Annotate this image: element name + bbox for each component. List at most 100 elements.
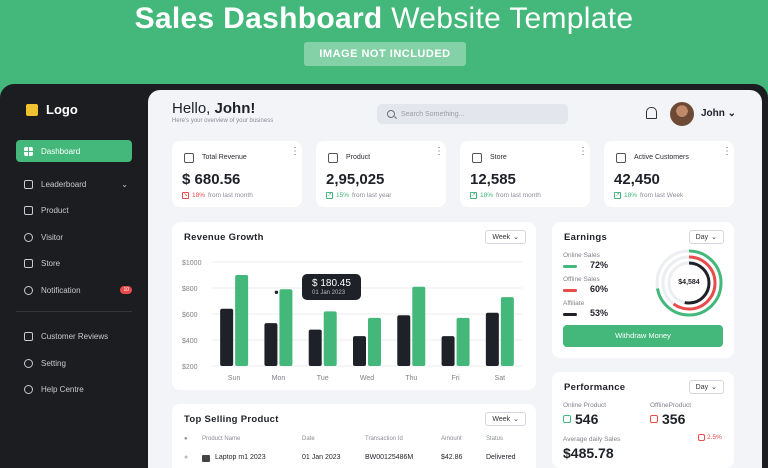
- x-tick-label: Mon: [272, 375, 286, 382]
- main-content: Hello, John! Here's your overview of you…: [148, 90, 762, 468]
- sidebar-item-label: Help Centre: [41, 384, 84, 394]
- avg-sales-change-pct: 2.5%: [707, 434, 722, 441]
- users-icon: [616, 153, 626, 163]
- wallet-icon: [184, 153, 194, 163]
- avg-sales-change: 2.5%: [698, 434, 722, 441]
- row-checkbox[interactable]: ●: [184, 454, 189, 461]
- column-header: Product Name: [202, 436, 241, 442]
- online-sales-arc: [655, 249, 723, 317]
- search-icon: [387, 110, 395, 118]
- period-select[interactable]: Week ⌄: [485, 230, 526, 244]
- stat-value: $ 680.56: [182, 171, 241, 188]
- offline-product-number: 356: [662, 411, 686, 427]
- affiliate-arc: [667, 261, 711, 305]
- earnings-label: Affiliate: [563, 300, 585, 307]
- performance-card: Performance Day ⌄ Online Product 546 Off…: [552, 372, 734, 468]
- offline-sales-arc: [661, 255, 717, 311]
- earnings-bar: [563, 289, 577, 292]
- user-menu[interactable]: John ⌄: [701, 108, 736, 119]
- stat-change: ↗ 15% from last year: [326, 192, 391, 199]
- stat-card-active-customers[interactable]: Active Customers ⋮ 42,450 ↗ 18% from las…: [604, 141, 734, 207]
- stat-label: Product: [346, 154, 371, 161]
- sidebar-item-leaderboard[interactable]: Leaderboard ⌄: [16, 173, 132, 195]
- more-options-icon[interactable]: ⋮: [722, 146, 732, 157]
- amount: $42.86: [441, 454, 463, 461]
- stat-card-total-revenue[interactable]: Total Revenue ⋮ $ 680.56 ↘ 18% from last…: [172, 141, 302, 207]
- arrow-up-icon: ↗: [470, 192, 477, 199]
- grid-icon: [24, 146, 33, 156]
- arrow-down-icon: [698, 434, 705, 441]
- greeting-name: John!: [214, 100, 256, 117]
- offline-product-value: 356: [650, 411, 685, 427]
- card-title: Revenue Growth: [184, 232, 264, 243]
- sidebar-item-store[interactable]: Store: [16, 252, 132, 274]
- banner-title-bold: Sales Dashboard: [134, 2, 383, 35]
- revenue-growth-card: Revenue Growth Week ⌄ $1000 $800 $600 $400 $…: [172, 222, 536, 390]
- transaction-id: BW00125486M: [365, 454, 414, 461]
- sidebar: Logo Dashboard Leaderboard ⌄ Product Vis…: [0, 84, 146, 468]
- bar: [220, 308, 234, 366]
- sidebar-item-setting[interactable]: Setting: [16, 352, 132, 374]
- page-title: Hello, John!: [172, 100, 255, 117]
- period-select[interactable]: Day ⌄: [688, 230, 724, 244]
- bar: [323, 311, 337, 366]
- stat-value: 2,95,025: [326, 171, 385, 188]
- bar: [279, 289, 293, 366]
- select-all-checkbox[interactable]: ●: [184, 436, 188, 442]
- earnings-total: $4,584: [678, 279, 700, 286]
- greeting-text: Hello,: [172, 100, 211, 117]
- online-product-label: Online Product: [563, 402, 606, 409]
- stat-label: Store: [490, 154, 507, 161]
- chevron-down-icon: ⌄: [727, 108, 737, 119]
- stat-change-pct: 18%: [624, 192, 638, 199]
- notification-bell-icon[interactable]: [646, 107, 657, 119]
- tooltip-date: 01 Jan 2023: [312, 290, 346, 296]
- sidebar-item-product[interactable]: Product: [16, 199, 132, 221]
- bar: [456, 317, 470, 366]
- logo-icon: [26, 103, 38, 116]
- earnings-card: Earnings Day ⌄ Online Sales 72% Offline …: [552, 222, 734, 358]
- chart-tooltip: $ 180.45 01 Jan 2023: [302, 274, 361, 300]
- period-select[interactable]: Day ⌄: [688, 380, 724, 394]
- more-options-icon[interactable]: ⋮: [434, 146, 444, 157]
- sidebar-item-visitor[interactable]: Visitor: [16, 226, 132, 248]
- search-input[interactable]: Search Something...: [377, 104, 568, 124]
- stat-change-pct: 18%: [192, 192, 206, 199]
- period-select[interactable]: Week ⌄: [485, 412, 526, 426]
- bar: [397, 315, 411, 366]
- chevron-down-icon: ⌄: [121, 179, 128, 189]
- avatar[interactable]: [670, 102, 694, 126]
- stat-card-product[interactable]: Product ⋮ 2,95,025 ↗ 15% from last year: [316, 141, 446, 207]
- more-options-icon[interactable]: ⋮: [290, 146, 300, 157]
- earnings-label: Offline Sales: [563, 276, 600, 283]
- bar: [441, 336, 455, 366]
- card-title: Performance: [564, 382, 626, 393]
- status-badge: Delivered: [486, 454, 516, 461]
- bell-icon: [24, 285, 33, 295]
- offline-product-label: OfflineProduct: [650, 402, 692, 409]
- arrow-down-icon: [650, 415, 658, 423]
- logo[interactable]: Logo: [26, 102, 78, 117]
- stat-change: ↗ 18% from last Week: [614, 192, 683, 199]
- period-value: Day: [695, 233, 709, 241]
- top-selling-card: Top Selling Product Week ⌄ ● Product Nam…: [172, 404, 536, 468]
- column-header: Date: [302, 436, 315, 442]
- stat-change: ↘ 18% from last month: [182, 192, 253, 199]
- stat-label: Active Customers: [634, 154, 689, 161]
- bar: [368, 317, 381, 366]
- sidebar-item-label: Dashboard: [41, 146, 81, 156]
- online-product-value: 546: [563, 411, 598, 427]
- sidebar-item-dashboard[interactable]: Dashboard: [16, 140, 132, 162]
- sidebar-item-customer-reviews[interactable]: Customer Reviews: [16, 325, 132, 347]
- sidebar-item-notification[interactable]: Notification 10: [16, 279, 132, 301]
- logo-text: Logo: [46, 102, 78, 117]
- laptop-icon: [202, 455, 210, 462]
- column-header: Transaction Id: [365, 436, 403, 442]
- more-options-icon[interactable]: ⋮: [578, 146, 588, 157]
- stat-card-store[interactable]: Store ⋮ 12,585 ↗ 18% from last month: [460, 141, 590, 207]
- withdraw-money-button[interactable]: Withdraw Money: [563, 325, 723, 347]
- sidebar-item-help-centre[interactable]: Help Centre: [16, 378, 132, 400]
- arrow-up-icon: [563, 415, 571, 423]
- stat-change-note: from last year: [352, 192, 392, 199]
- x-tick-label: Sun: [228, 375, 241, 382]
